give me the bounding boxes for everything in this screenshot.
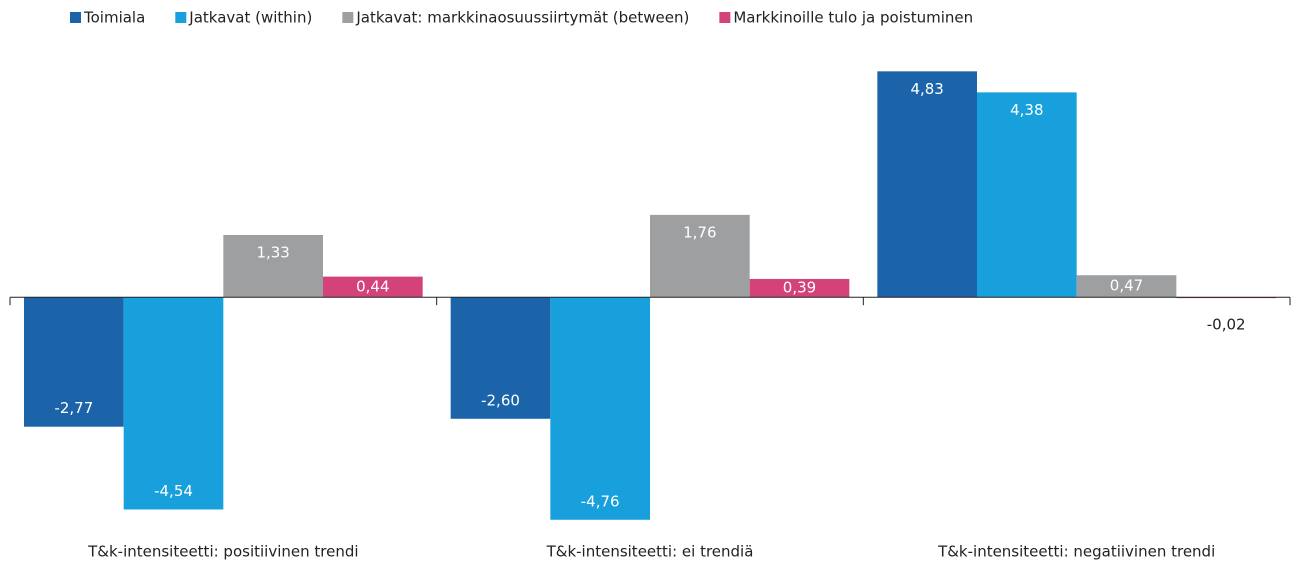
bar	[650, 214, 750, 298]
value-label: 4,83	[910, 80, 943, 98]
value-label: 0,47	[1110, 277, 1143, 295]
value-label: -4,54	[154, 482, 193, 500]
value-label: 0,39	[783, 279, 816, 297]
bar	[123, 297, 224, 510]
value-label: -0,02	[1207, 316, 1246, 334]
bar	[24, 297, 124, 427]
bar	[977, 92, 1077, 298]
bar	[749, 278, 850, 298]
bar	[877, 71, 977, 298]
legend-label: Markkinoille tulo ja poistuminen	[733, 9, 973, 27]
bar	[550, 297, 650, 520]
legend-label: Toimiala	[83, 9, 145, 27]
value-label: -2,77	[54, 399, 93, 417]
value-label: 0,44	[356, 277, 389, 295]
legend-swatch	[719, 12, 731, 23]
x-tick-label: T&k-intensiteetti: negatiivinen trendi	[937, 543, 1215, 561]
legend-label: Jatkavat: markkinaosuussiirtymät (betwee…	[355, 9, 689, 27]
bar	[1076, 275, 1177, 298]
value-label: -4,76	[581, 492, 620, 510]
legend-swatch	[70, 12, 81, 23]
value-label: 4,38	[1010, 101, 1043, 119]
x-tick-label: T&k-intensiteetti: positiivinen trendi	[87, 543, 358, 561]
value-label: 1,76	[683, 223, 716, 241]
value-label: -2,60	[481, 391, 520, 409]
legend-label: Jatkavat (within)	[188, 9, 312, 27]
legend-swatch	[342, 12, 354, 23]
value-label: 1,33	[256, 243, 289, 261]
x-tick-label: T&k-intensiteetti: ei trendiä	[546, 543, 754, 561]
bar	[323, 276, 423, 298]
legend-swatch	[175, 12, 187, 23]
bar	[450, 297, 551, 419]
bar	[223, 234, 323, 298]
